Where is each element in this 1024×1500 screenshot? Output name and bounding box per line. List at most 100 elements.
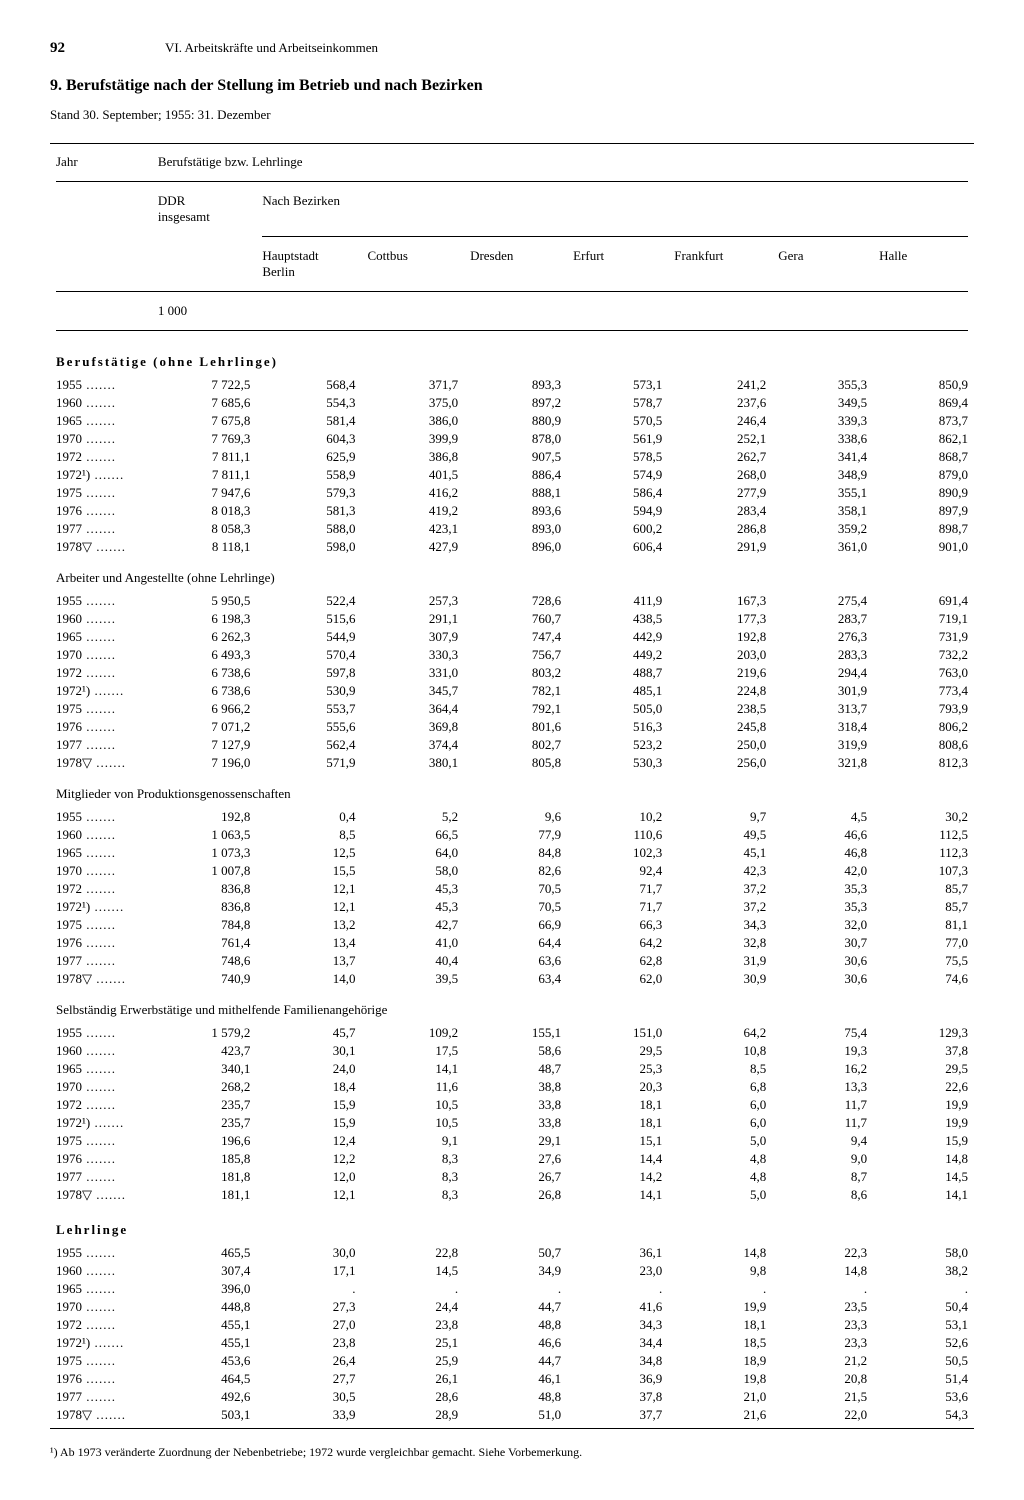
year-cell: 1955 bbox=[50, 592, 152, 610]
data-cell: 878,0 bbox=[464, 430, 567, 448]
data-cell: 7 127,9 bbox=[152, 736, 256, 754]
table-row: 1970448,827,324,444,741,619,923,550,4 bbox=[50, 1298, 974, 1316]
chapter-title: VI. Arbeitskräfte und Arbeitseinkommen bbox=[165, 40, 378, 57]
table-row: 19727 811,1625,9386,8907,5578,5262,7341,… bbox=[50, 448, 974, 466]
data-cell: 319,9 bbox=[772, 736, 873, 754]
data-cell: 45,3 bbox=[361, 880, 464, 898]
year-cell: 1970 bbox=[50, 862, 152, 880]
data-cell: 17,1 bbox=[256, 1262, 361, 1280]
header-group: Berufstätige bzw. Lehrlinge bbox=[152, 148, 974, 176]
data-cell: 14,5 bbox=[873, 1168, 974, 1186]
data-cell: 907,5 bbox=[464, 448, 567, 466]
year-cell: 1960 bbox=[50, 1262, 152, 1280]
data-cell: 291,1 bbox=[361, 610, 464, 628]
data-cell: 45,3 bbox=[361, 898, 464, 916]
data-cell: 897,2 bbox=[464, 394, 567, 412]
data-cell: 7 685,6 bbox=[152, 394, 256, 412]
data-cell: 597,8 bbox=[256, 664, 361, 682]
table-row: 1978▽181,112,18,326,814,15,08,614,1 bbox=[50, 1186, 974, 1204]
year-cell: 1976 bbox=[50, 718, 152, 736]
data-cell: 50,5 bbox=[873, 1352, 974, 1370]
data-cell: 25,1 bbox=[361, 1334, 464, 1352]
data-cell: 411,9 bbox=[567, 592, 668, 610]
data-cell: 5,0 bbox=[668, 1186, 772, 1204]
table-row: 1965340,124,014,148,725,38,516,229,5 bbox=[50, 1060, 974, 1078]
data-cell: 11,6 bbox=[361, 1078, 464, 1096]
data-cell: 283,7 bbox=[772, 610, 873, 628]
data-cell: 54,3 bbox=[873, 1406, 974, 1424]
data-cell: 6 262,3 bbox=[152, 628, 256, 646]
data-cell: 27,3 bbox=[256, 1298, 361, 1316]
data-cell: 401,5 bbox=[361, 466, 464, 484]
data-cell: 48,8 bbox=[464, 1388, 567, 1406]
data-cell: 37,8 bbox=[873, 1042, 974, 1060]
data-cell: 34,4 bbox=[567, 1334, 668, 1352]
year-cell: 1972¹) bbox=[50, 682, 152, 700]
data-cell: 291,9 bbox=[668, 538, 772, 556]
data-cell: 442,9 bbox=[567, 628, 668, 646]
data-cell: 23,3 bbox=[772, 1334, 873, 1352]
data-cell: 14,5 bbox=[361, 1262, 464, 1280]
data-cell: 423,7 bbox=[152, 1042, 256, 1060]
table-row: 1965396,0....... bbox=[50, 1280, 974, 1298]
page-header: 92 VI. Arbeitskräfte und Arbeitseinkomme… bbox=[50, 40, 974, 57]
data-cell: 252,1 bbox=[668, 430, 772, 448]
data-cell: 812,3 bbox=[873, 754, 974, 772]
data-cell: 380,1 bbox=[361, 754, 464, 772]
data-cell: 7 071,2 bbox=[152, 718, 256, 736]
data-cell: 181,8 bbox=[152, 1168, 256, 1186]
data-cell: 7 196,0 bbox=[152, 754, 256, 772]
section-heading: Arbeiter und Angestellte (ohne Lehrlinge… bbox=[50, 556, 974, 592]
year-cell: 1977 bbox=[50, 736, 152, 754]
data-cell: 30,0 bbox=[256, 1244, 361, 1262]
data-cell: 14,8 bbox=[668, 1244, 772, 1262]
data-cell: 10,2 bbox=[567, 808, 668, 826]
year-cell: 1965 bbox=[50, 844, 152, 862]
data-cell: 9,0 bbox=[772, 1150, 873, 1168]
data-cell: 579,3 bbox=[256, 484, 361, 502]
year-cell: 1972¹) bbox=[50, 1334, 152, 1352]
data-cell: 14,8 bbox=[772, 1262, 873, 1280]
data-cell: 155,1 bbox=[464, 1024, 567, 1042]
data-cell: 51,0 bbox=[464, 1406, 567, 1424]
data-cell: 449,2 bbox=[567, 646, 668, 664]
data-cell: 237,6 bbox=[668, 394, 772, 412]
data-cell: 7 675,8 bbox=[152, 412, 256, 430]
data-cell: 1 579,2 bbox=[152, 1024, 256, 1042]
data-cell: 27,0 bbox=[256, 1316, 361, 1334]
data-cell: 64,2 bbox=[668, 1024, 772, 1042]
data-cell: 203,0 bbox=[668, 646, 772, 664]
data-cell: 464,5 bbox=[152, 1370, 256, 1388]
data-cell: 77,9 bbox=[464, 826, 567, 844]
data-cell: 22,6 bbox=[873, 1078, 974, 1096]
data-cell: 516,3 bbox=[567, 718, 668, 736]
unit-label: 1 000 bbox=[152, 297, 256, 325]
data-cell: 224,8 bbox=[668, 682, 772, 700]
data-cell: 836,8 bbox=[152, 898, 256, 916]
data-cell: 46,8 bbox=[772, 844, 873, 862]
table-row: 19555 950,5522,4257,3728,6411,9167,3275,… bbox=[50, 592, 974, 610]
data-cell: 21,0 bbox=[668, 1388, 772, 1406]
data-cell: 30,9 bbox=[668, 970, 772, 988]
data-cell: 301,9 bbox=[772, 682, 873, 700]
data-cell: 42,3 bbox=[668, 862, 772, 880]
year-cell: 1960 bbox=[50, 1042, 152, 1060]
data-cell: 355,1 bbox=[772, 484, 873, 502]
data-cell: 74,6 bbox=[873, 970, 974, 988]
data-cell: 185,8 bbox=[152, 1150, 256, 1168]
data-cell: 355,3 bbox=[772, 376, 873, 394]
table-row: 1960307,417,114,534,923,09,814,838,2 bbox=[50, 1262, 974, 1280]
data-cell: 13,4 bbox=[256, 934, 361, 952]
data-cell: 339,3 bbox=[772, 412, 873, 430]
data-cell: 33,8 bbox=[464, 1114, 567, 1132]
data-cell: 427,9 bbox=[361, 538, 464, 556]
year-cell: 1972 bbox=[50, 664, 152, 682]
data-cell: 29,5 bbox=[567, 1042, 668, 1060]
data-cell: 8,3 bbox=[361, 1186, 464, 1204]
data-cell: 792,1 bbox=[464, 700, 567, 718]
data-cell: 606,4 bbox=[567, 538, 668, 556]
table-row: 1972235,715,910,533,818,16,011,719,9 bbox=[50, 1096, 974, 1114]
data-cell: 30,6 bbox=[772, 952, 873, 970]
data-cell: 625,9 bbox=[256, 448, 361, 466]
data-cell: 35,3 bbox=[772, 880, 873, 898]
